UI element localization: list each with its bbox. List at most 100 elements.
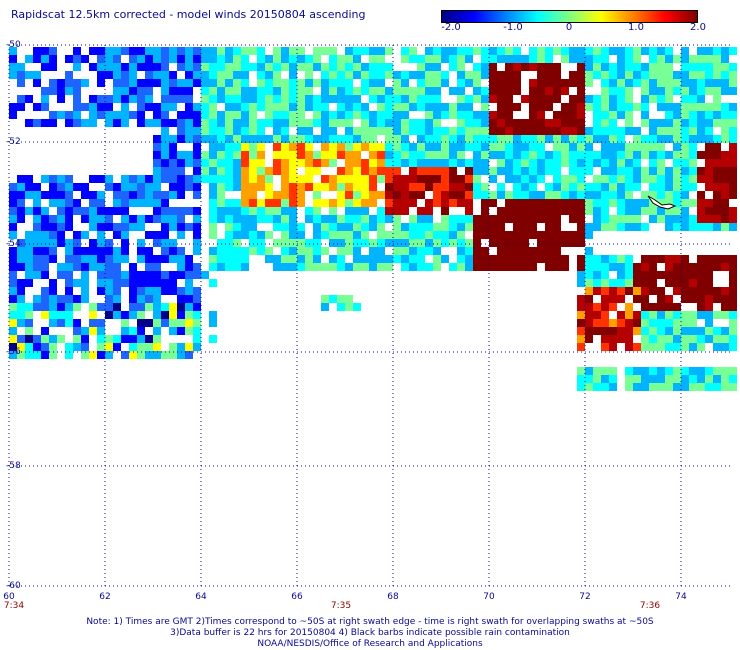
wind-cell [657, 207, 665, 215]
wind-cell [113, 231, 121, 239]
wind-cell [657, 343, 665, 351]
wind-cell [329, 207, 337, 215]
wind-cell [241, 71, 249, 79]
wind-cell [345, 207, 353, 215]
wind-cell [617, 287, 625, 295]
wind-cell [633, 199, 641, 207]
wind-cell [497, 255, 505, 263]
wind-cell [537, 135, 545, 143]
wind-cell [369, 95, 377, 103]
wind-cell [209, 119, 217, 127]
wind-cell [385, 191, 393, 199]
wind-cell [241, 175, 249, 183]
wind-cell [145, 71, 153, 79]
wind-cell [321, 95, 329, 103]
wind-cell [497, 191, 505, 199]
wind-cell [185, 255, 193, 263]
wind-cell [249, 191, 257, 199]
wind-cell [185, 183, 193, 191]
wind-cell [609, 103, 617, 111]
wind-cell [353, 87, 361, 95]
wind-cell [273, 55, 281, 63]
wind-cell [577, 63, 585, 71]
wind-cell [57, 199, 65, 207]
wind-cell [289, 111, 297, 119]
wind-cell [665, 111, 673, 119]
wind-cell [313, 95, 321, 103]
wind-cell [449, 47, 457, 55]
wind-cell [361, 135, 369, 143]
wind-cell [433, 63, 441, 71]
wind-cell [17, 71, 25, 79]
wind-cell [609, 223, 617, 231]
wind-cell [41, 255, 49, 263]
wind-cell [385, 135, 393, 143]
wind-cell [417, 55, 425, 63]
wind-cell [89, 303, 97, 311]
wind-cell [305, 247, 313, 255]
wind-cell [553, 79, 561, 87]
wind-cell [617, 71, 625, 79]
wind-cell [353, 263, 361, 271]
wind-cell [601, 71, 609, 79]
wind-cell [601, 303, 609, 311]
wind-cell [225, 63, 233, 71]
wind-cell [137, 79, 145, 87]
wind-cell [673, 207, 681, 215]
colorbar-tick: 2.0 [690, 22, 706, 33]
wind-cell [697, 383, 705, 391]
wind-cell [17, 303, 25, 311]
wind-cell [729, 223, 737, 231]
wind-cell [329, 151, 337, 159]
wind-cell [521, 55, 529, 63]
wind-cell [593, 111, 601, 119]
wind-cell [721, 183, 729, 191]
wind-cell [337, 231, 345, 239]
wind-cell [665, 383, 673, 391]
wind-cell [481, 183, 489, 191]
wind-cell [225, 231, 233, 239]
wind-cell [577, 383, 585, 391]
wind-cell [641, 367, 649, 375]
wind-cell [193, 151, 201, 159]
wind-cell [33, 239, 41, 247]
wind-cell [513, 63, 521, 71]
wind-cell [17, 183, 25, 191]
wind-cell [665, 135, 673, 143]
wind-cell [673, 279, 681, 287]
wind-cell [721, 303, 729, 311]
wind-cell [625, 263, 633, 271]
wind-cell [17, 239, 25, 247]
wind-cell [121, 351, 129, 359]
wind-cell [537, 255, 545, 263]
wind-cell [481, 135, 489, 143]
wind-cell [401, 231, 409, 239]
wind-cell [185, 295, 193, 303]
wind-cell [497, 207, 505, 215]
wind-cell [241, 127, 249, 135]
wind-cell [449, 215, 457, 223]
wind-cell [649, 383, 657, 391]
wind-cell [641, 71, 649, 79]
wind-cell [65, 311, 73, 319]
wind-cell [225, 135, 233, 143]
wind-cell [561, 159, 569, 167]
wind-cell [257, 231, 265, 239]
wind-cell [521, 183, 529, 191]
wind-cell [345, 231, 353, 239]
wind-cell [193, 55, 201, 63]
wind-cell [89, 215, 97, 223]
wind-cell [521, 191, 529, 199]
wind-cell [641, 375, 649, 383]
wind-cell [17, 263, 25, 271]
wind-cell [33, 103, 41, 111]
wind-cell [425, 111, 433, 119]
wind-cell [329, 79, 337, 87]
wind-cell [721, 135, 729, 143]
wind-cell [449, 159, 457, 167]
wind-cell [625, 63, 633, 71]
wind-cell [169, 271, 177, 279]
wind-cell [537, 55, 545, 63]
wind-cell [625, 375, 633, 383]
wind-cell [617, 87, 625, 95]
